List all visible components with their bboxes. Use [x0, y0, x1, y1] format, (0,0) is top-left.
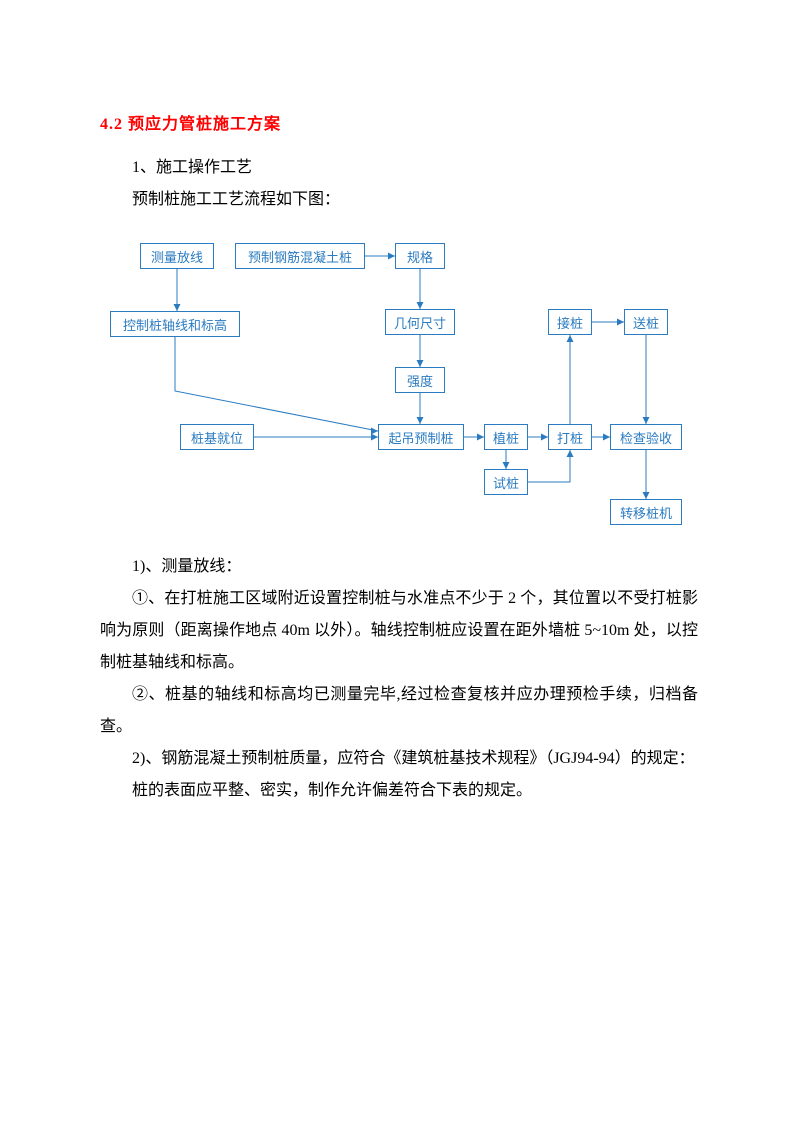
- flowchart-container: 测量放线预制钢筋混凝土桩 规格控制桩轴线和标高 几何尺寸强度桩基就位 起吊预制桩植桩打…: [100, 231, 700, 531]
- paragraph-5: ②、桩基的轴线和标高均已测量完毕,经过检查复核并应办理预检手续，归档备查。: [100, 679, 698, 743]
- flowchart-node-n11: 检查验收: [610, 424, 682, 450]
- paragraph-1: 1、施工操作工艺: [100, 152, 698, 184]
- paragraph-6: 2)、钢筋混凝土预制桩质量，应符合《建筑桩基技术规程》（JGJ94-94）的规定…: [100, 743, 698, 775]
- flowchart-node-n6: 强度: [395, 367, 445, 393]
- paragraph-4: ①、在打桩施工区域附近设置控制桩与水准点不少于 2 个，其位置以不受打桩影响为原…: [100, 583, 698, 679]
- flowchart-node-n10: 打桩: [548, 424, 592, 450]
- flowchart-node-n9: 植桩: [484, 424, 528, 450]
- flowchart-node-n2: 预制钢筋混凝土桩: [235, 243, 365, 269]
- paragraph-7: 桩的表面应平整、密实，制作允许偏差符合下表的规定。: [100, 775, 698, 807]
- flowchart-node-n7: 桩基就位: [180, 424, 254, 450]
- flowchart-node-n3: 规格: [395, 243, 445, 269]
- flowchart-node-n14: 送桩: [624, 309, 668, 335]
- flowchart-node-n13: 接桩: [548, 309, 592, 335]
- flowchart-node-n4: 控制桩轴线和标高: [110, 311, 240, 337]
- flowchart-node-n5: 几何尺寸: [385, 309, 455, 335]
- flowchart-node-n8: 起吊预制桩: [378, 424, 464, 450]
- flowchart-node-n12: 试桩: [484, 469, 528, 495]
- paragraph-3: 1)、测量放线：: [100, 551, 698, 583]
- flowchart-node-n1: 测量放线: [140, 243, 214, 269]
- section-heading: 4.2 预应力管桩施工方案: [100, 110, 698, 134]
- flowchart-node-n15: 转移桩机: [610, 499, 682, 525]
- paragraph-2: 预制桩施工工艺流程如下图：: [100, 184, 698, 216]
